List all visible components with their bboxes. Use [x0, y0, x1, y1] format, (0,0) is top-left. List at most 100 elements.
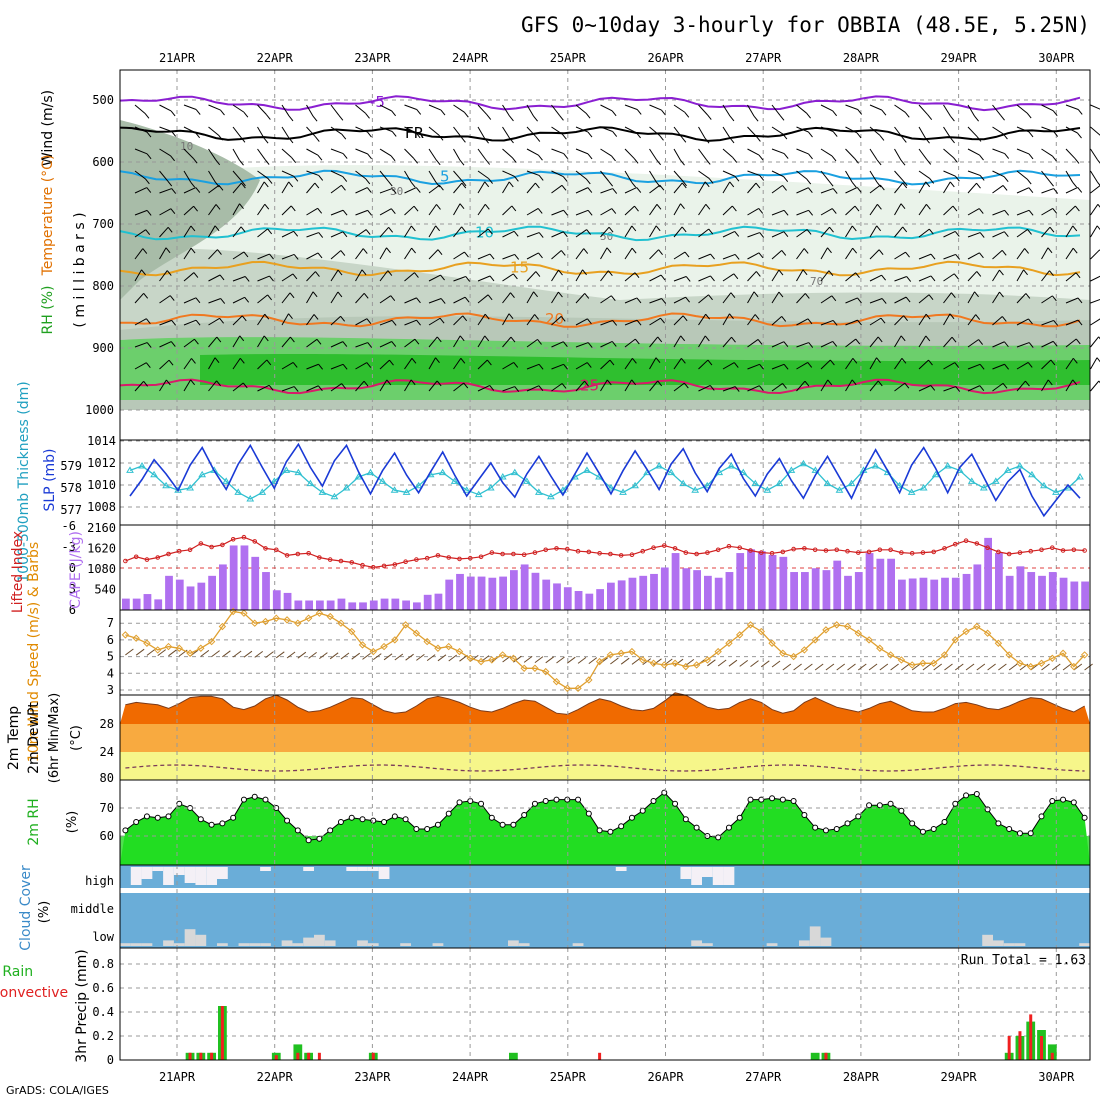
barb [1016, 187, 1030, 194]
barb-flag [782, 185, 787, 191]
wind-point [434, 644, 442, 652]
barb [1090, 298, 1100, 304]
thickness-point [402, 488, 411, 495]
wind-point [186, 649, 194, 657]
li-point [424, 555, 430, 561]
barb [967, 104, 976, 117]
wind-point [401, 621, 410, 629]
barb-flag [877, 204, 882, 210]
thickness-point [967, 477, 976, 484]
barb-flag [435, 225, 441, 232]
barb [232, 251, 245, 260]
barb-flag [906, 276, 912, 282]
cloud-level-high: high [85, 874, 114, 888]
barb-flag [170, 110, 176, 117]
barb [183, 319, 197, 326]
barb-flag [386, 247, 391, 254]
temp-area [120, 692, 1090, 724]
barb-flag [953, 273, 959, 280]
barb [428, 336, 438, 348]
wind-barb [847, 663, 856, 671]
wind-barb [728, 659, 738, 667]
barb [551, 231, 564, 238]
barb-flag [414, 272, 419, 278]
thickness-point [450, 477, 459, 484]
barb-flag [878, 249, 884, 256]
rh-point [230, 814, 237, 821]
barb-flag [831, 208, 837, 214]
barb [477, 384, 490, 392]
barb [747, 363, 760, 370]
barb-flag [367, 131, 372, 138]
wind-barb [566, 656, 576, 664]
wind-point [886, 651, 895, 659]
barb [232, 126, 242, 138]
cape-bar [143, 594, 152, 610]
wind-point [660, 661, 668, 669]
barb [747, 104, 755, 117]
barb-flag [633, 158, 639, 164]
barb-flag [755, 271, 761, 277]
barb-flag [681, 137, 687, 143]
barb [845, 247, 854, 260]
barb [747, 148, 760, 156]
barb-flag [317, 154, 323, 161]
barb-flag [636, 132, 641, 139]
wind-point [800, 646, 809, 654]
wind-point [520, 664, 528, 672]
barb-flag [658, 249, 663, 256]
barb-flag [563, 209, 568, 216]
barb-flag [440, 274, 445, 281]
rh-point [628, 814, 635, 821]
barb-flag [416, 319, 421, 326]
precip-conv-bar [317, 1052, 321, 1060]
barb [722, 336, 732, 348]
cape-bar [316, 600, 324, 610]
rh2m-ylabel-unit: (%) [65, 811, 80, 834]
li-tick--3: -3 [62, 540, 76, 554]
barb-flag [141, 269, 146, 276]
barb-flag [611, 155, 616, 162]
wind-barb [211, 650, 220, 657]
li-point [942, 546, 947, 551]
wind-point [649, 659, 658, 667]
barb [183, 297, 197, 304]
li-point [489, 550, 495, 555]
li-point [586, 549, 592, 555]
barb [208, 298, 221, 304]
barb [1090, 204, 1099, 216]
barb [747, 339, 759, 348]
barb-flag [489, 275, 495, 282]
li-point [1017, 550, 1023, 555]
barb [943, 313, 951, 326]
barb [796, 126, 809, 133]
barb-flag [415, 187, 421, 193]
barb-flag [978, 339, 984, 345]
barb-flag [435, 357, 440, 364]
rh2m-ylabel: 2m RH [26, 798, 42, 845]
isotherm--5 [119, 95, 1081, 112]
barb [526, 271, 537, 282]
barb-flag [1052, 341, 1058, 347]
barb [967, 385, 981, 392]
rh-point [1016, 830, 1023, 837]
rh-point [133, 819, 140, 825]
barb-flag [1004, 363, 1009, 370]
li-point [1071, 547, 1077, 553]
cape-bar [423, 594, 432, 610]
barb [306, 314, 315, 326]
barb [379, 226, 390, 238]
barb [404, 205, 415, 216]
barb [722, 313, 730, 326]
rh-point [240, 796, 247, 803]
thickness-point [318, 488, 327, 495]
barb [134, 342, 148, 348]
barb-flag [167, 227, 173, 233]
barb-flag [807, 362, 813, 368]
barb-flag [806, 112, 811, 119]
barb-flag [877, 336, 883, 343]
barb [281, 170, 295, 177]
barb [232, 104, 245, 113]
barb-flag [1074, 158, 1080, 164]
li-point [220, 542, 225, 548]
